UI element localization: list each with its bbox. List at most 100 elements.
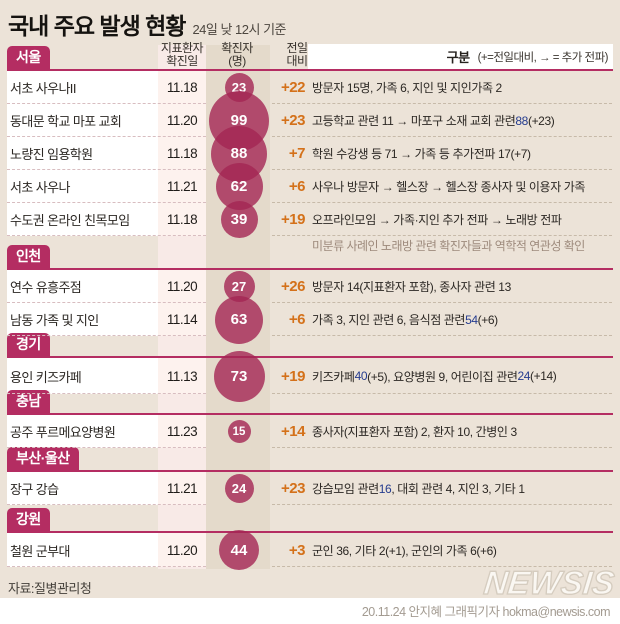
cases-bubble: 44	[219, 530, 259, 570]
row-date: 11.20	[166, 542, 198, 558]
delta-value: +26	[281, 278, 305, 295]
row-date-cell	[158, 137, 206, 170]
row-date-cell	[158, 303, 206, 336]
page-subtitle: 24일 낮 12시 기준	[192, 22, 287, 37]
outbreak-row: 장구 강습 11.21 24 +23 강습모임 관련 16, 대회 관련 4, 지인 3…	[7, 472, 613, 505]
row-description: 방문자 15명, 가족 6, 지인 및 지인가족 2	[312, 71, 613, 104]
row-separator-right	[272, 169, 612, 170]
row-description: 군인 36, 기타 2(+1), 군인의 가족 6(+6)	[312, 533, 613, 567]
description-text: (+23)	[527, 113, 555, 128]
col-header-cases: 확진자 (명)	[221, 41, 253, 68]
description-text: (+14)	[530, 369, 557, 383]
outbreak-table: 구분 (+=전일대비, → = 추가 전파) 지표환자 확진일 확진자 (명) …	[7, 41, 613, 570]
section-tab-5: 강원	[7, 508, 50, 531]
source-note: 자료:질병관리청	[8, 581, 92, 596]
row-date-cell	[158, 533, 206, 567]
outbreak-row: 수도권 온라인 친목모임 11.18 39 +19 오프라인모임 → 가족·지인 추가 …	[7, 201, 613, 238]
row-name-cell	[7, 415, 158, 448]
row-separator-right	[272, 393, 612, 394]
description-text: (+5), 요양병원 9, 어린이집 관련	[367, 369, 518, 384]
row-date-cell	[158, 415, 206, 448]
row-name: 수도권 온라인 친목모임	[10, 213, 130, 228]
column-header-row: 구분 (+=전일대비, → = 추가 전파) 지표환자 확진일 확진자 (명) …	[7, 41, 613, 71]
row-date: 11.20	[166, 279, 198, 294]
row-description: 오프라인모임 → 가족·지인 추가 전파 → 노래방 전파	[312, 203, 613, 236]
section-tab-4: 부산·울산	[7, 447, 79, 470]
row-separator-right	[272, 335, 612, 336]
outbreak-row: 공주 푸르메요양병원 11.23 15 +14 종사자(지표환자 포함) 2, 환자 1…	[7, 415, 613, 448]
row-separator-right	[272, 202, 612, 203]
row-separator-left	[7, 393, 206, 394]
row-date: 11.20	[166, 113, 198, 128]
row-name-cell	[7, 533, 158, 567]
delta-value: +6	[288, 178, 306, 195]
category-header-legend: (+=전일대비, → = 추가 전파)	[477, 51, 609, 64]
row-separator-right	[272, 235, 612, 236]
row-date-cell	[158, 270, 206, 303]
row-date: 11.21	[166, 481, 198, 496]
description-text: 고등학교 관련 11 → 마포구 소재 교회 관련	[312, 114, 516, 128]
row-separator-left	[7, 202, 206, 203]
cases-bubble: 39	[220, 201, 258, 238]
row-date-cell	[158, 203, 206, 236]
row-separator-right	[272, 103, 612, 104]
outbreak-row: 동대문 학교 마포 교회 11.20 99 +23 고등학교 관련 11 → 마포구 소…	[7, 90, 613, 151]
row-name: 용인 키즈카페	[10, 369, 82, 385]
highlighted-count: 24	[517, 369, 531, 383]
row-date-cell	[158, 358, 206, 394]
description-text: 키즈카페	[312, 369, 355, 384]
row-separator-left	[7, 103, 206, 104]
section-tab-2: 경기	[7, 333, 50, 356]
row-date: 11.18	[166, 212, 198, 227]
row-name-cell	[7, 71, 158, 104]
page-title: 국내 주요 발생 현황	[8, 13, 186, 39]
row-description: 고등학교 관련 11 → 마포구 소재 교회 관련 88 (+23)	[312, 104, 613, 137]
row-name-cell	[7, 358, 158, 394]
outbreak-row: 용인 키즈카페 11.13 73 +19 키즈카페 40 (+5), 요양병원 9, 어린…	[7, 350, 613, 402]
col-header-date: 지표환자 확진일	[160, 41, 204, 68]
row-separator-right	[272, 447, 612, 448]
outbreak-row: 연수 유흥주점 11.20 27 +26 방문자 14(지표환자 포함), 종사자 관련…	[7, 270, 613, 303]
row-date: 11.13	[166, 368, 198, 384]
delta-value: +3	[288, 541, 306, 559]
row-description: 학원 수강생 등 71 → 가족 등 추가전파 17(+7)	[312, 137, 613, 170]
row-name-cell	[7, 203, 158, 236]
row-date: 11.18	[166, 80, 198, 95]
epidemiological-note: 미분류 사례인 노래방 관련 확진자들과 역학적 연관성 확인	[312, 238, 585, 253]
outbreak-row: 남동 가족 및 지인 11.14 63 +6 가족 3, 지인 관련 6, 음식점 관련…	[7, 295, 613, 344]
outbreak-row: 서초 사우나II 11.18 23 +22 방문자 15명, 가족 6, 지인 및 지인…	[7, 71, 613, 104]
row-separator-left	[7, 566, 206, 567]
row-description: 가족 3, 지인 관련 6, 음식점 관련 54 (+6)	[312, 303, 613, 336]
outbreak-row: 철원 군부대 11.20 44 +3 군인 36, 기타 2(+1), 군인의 가족 6…	[7, 530, 613, 570]
row-name-cell	[7, 104, 158, 137]
titlebar: 국내 주요 발생 현황 24일 낮 12시 기준	[8, 7, 287, 41]
row-separator-right	[272, 566, 612, 567]
section-tab-1: 인천	[7, 245, 50, 268]
delta-value: +19	[281, 367, 305, 385]
description-text: 학원 수강생 등 71 → 가족 등 추가전파 17(+7)	[312, 147, 531, 161]
row-description: 사우나 방문자 → 헬스장 → 헬스장 종사자 및 이용자 가족	[312, 170, 613, 203]
newsis-watermark-logo: NEWSIS	[481, 563, 616, 601]
outbreak-row: 서초 사우나 11.21 62 +6 사우나 방문자 → 헬스장 → 헬스장 종사자 및…	[7, 163, 613, 210]
delta-value: +19	[281, 211, 305, 228]
description-text: (+6)	[477, 312, 498, 327]
section-header-row: 강원	[7, 505, 613, 533]
table-body: 서초 사우나II 11.18 23 +22 방문자 15명, 가족 6, 지인 및 지인…	[7, 71, 613, 570]
row-date-cell	[158, 71, 206, 104]
row-date-cell	[158, 104, 206, 137]
section-header-row: 경기	[7, 333, 613, 358]
row-separator-left	[7, 504, 206, 505]
section-header-row: 충남	[7, 390, 613, 415]
row-name: 남동 가족 및 지인	[10, 313, 99, 328]
row-separator-right	[272, 302, 612, 303]
row-date: 11.14	[166, 312, 198, 327]
description-text: 사우나 방문자 → 헬스장 → 헬스장 종사자 및 이용자 가족	[312, 180, 586, 194]
row-name-cell	[7, 170, 158, 203]
highlighted-count: 54	[465, 312, 478, 327]
section-header-row: 부산·울산	[7, 447, 613, 472]
delta-value: +23	[281, 112, 305, 129]
description-text: 군인 36, 기타 2(+1), 군인의 가족 6(+6)	[312, 543, 497, 558]
row-name: 연수 유흥주점	[10, 280, 82, 295]
description-text: 종사자(지표환자 포함) 2, 환자 10, 간병인 3	[312, 425, 517, 439]
